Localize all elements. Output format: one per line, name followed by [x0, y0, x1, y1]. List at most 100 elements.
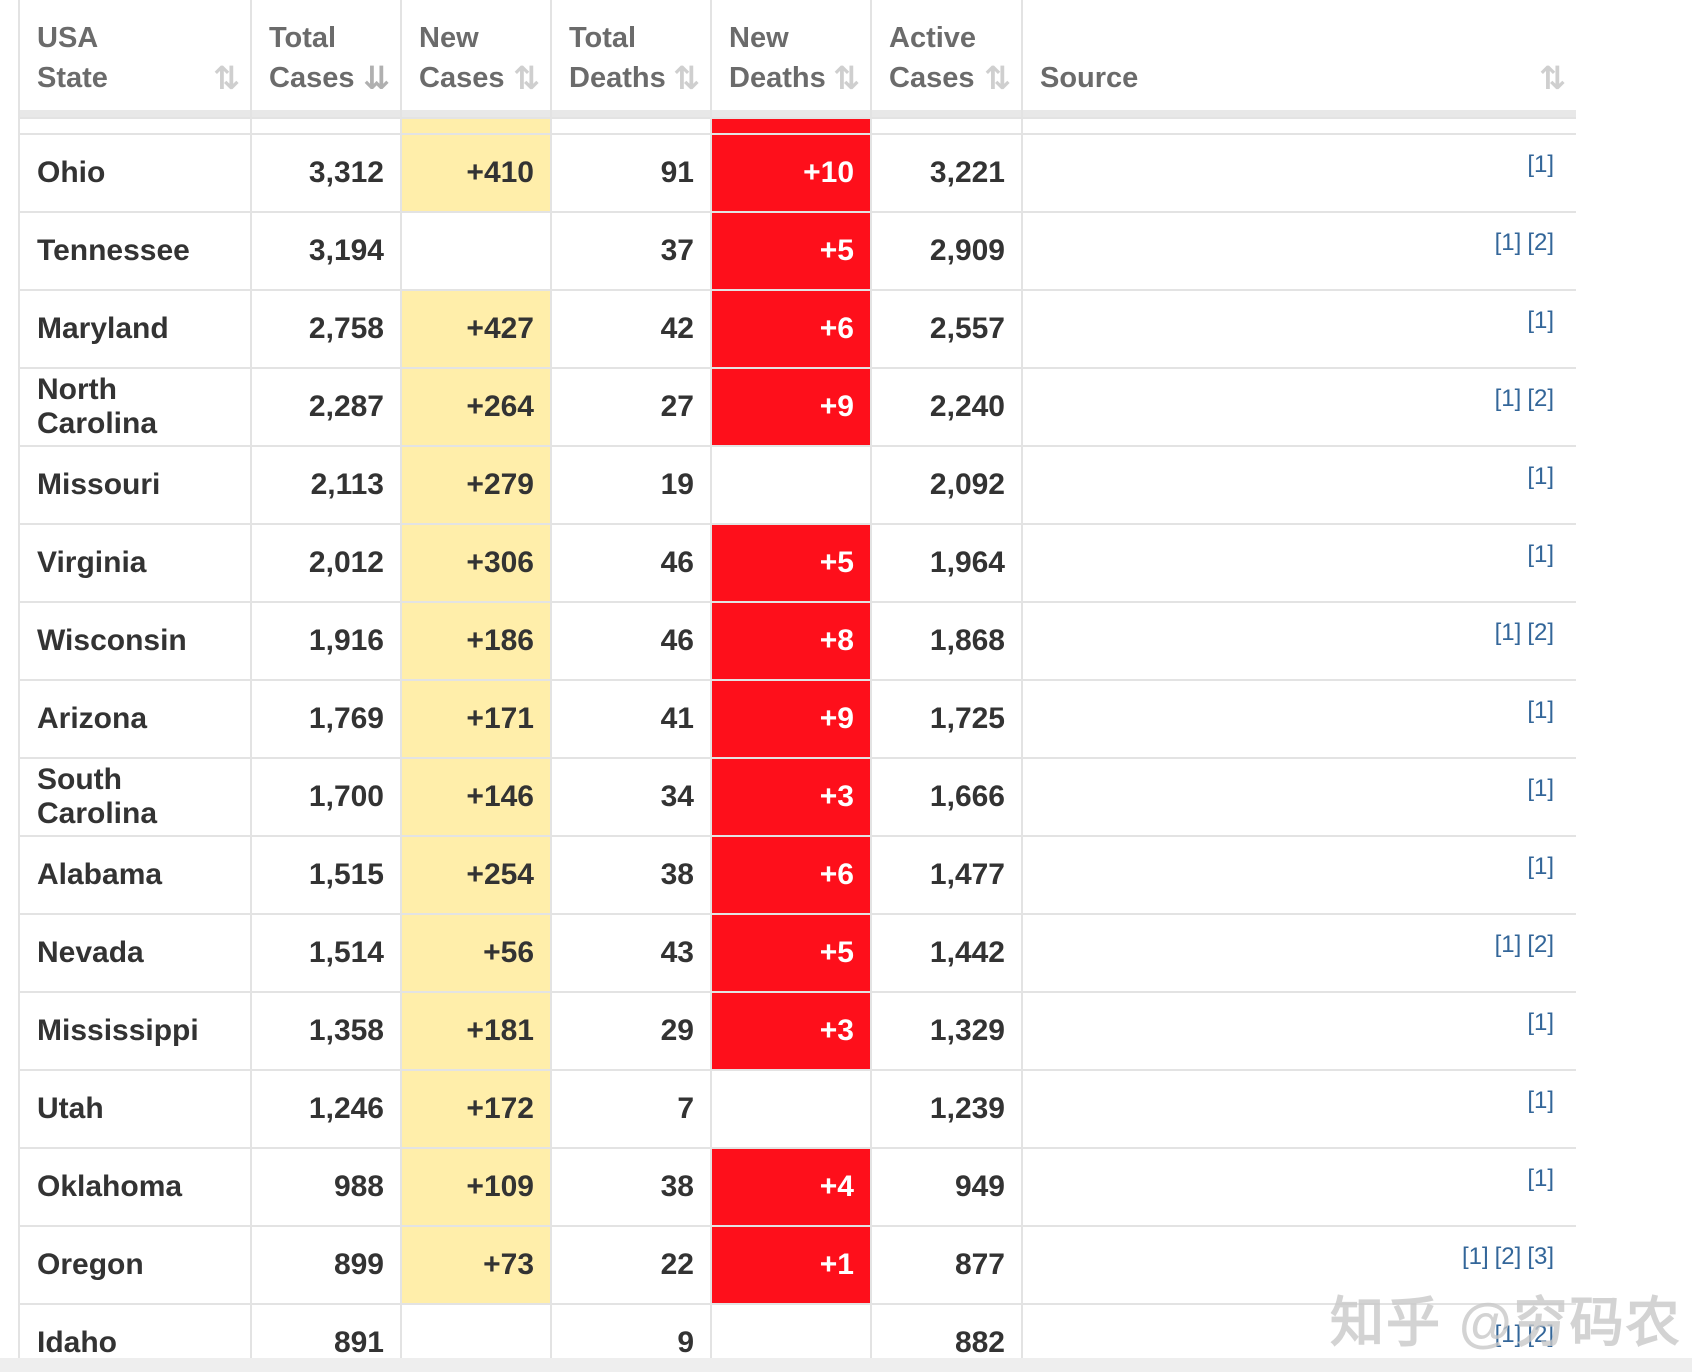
column-header-total-cases[interactable]: Total Cases ⇊ — [250, 0, 402, 118]
usa-states-table: USA State ⇅ Total Cases ⇊ New Cases ⇅ To… — [18, 0, 1576, 1358]
new-deaths-cell: +1 — [710, 1225, 872, 1305]
sort-icon[interactable]: ⇅ — [833, 60, 860, 96]
state-cell: Alabama — [18, 835, 252, 915]
source-cell: [1] [2] — [1021, 367, 1576, 447]
active-cases-cell: 2,240 — [870, 367, 1023, 447]
state-cell: Virginia — [18, 523, 252, 603]
source-link[interactable]: [1] — [1527, 463, 1554, 490]
state-cell: North Carolina — [18, 367, 252, 447]
active-cases-cell: 882 — [870, 1303, 1023, 1358]
column-header-state[interactable]: USA State ⇅ — [18, 0, 252, 118]
active-cases-cell: 2,909 — [870, 211, 1023, 291]
total-cases-cell: 3,194 — [250, 211, 402, 291]
source-link[interactable]: [1] — [1461, 1243, 1489, 1270]
column-header-new-cases[interactable]: New Cases ⇅ — [400, 0, 552, 118]
column-header-total-deaths[interactable]: Total Deaths ⇅ — [550, 0, 712, 118]
total-cases-cell: 2,287 — [250, 367, 402, 447]
table-row: Utah 1,246 +172 7 1,239 [1] — [18, 1069, 1576, 1149]
new-cases-cell: +56 — [400, 913, 552, 993]
source-link[interactable]: [1] — [1527, 853, 1554, 880]
total-deaths-cell: 22 — [550, 1225, 712, 1305]
new-deaths-cell: +3 — [710, 757, 872, 837]
state-cell: South Carolina — [18, 757, 252, 837]
total-cases-cell: 891 — [250, 1303, 402, 1358]
sort-descending-icon[interactable]: ⇊ — [363, 60, 390, 96]
source-link[interactable]: [1] — [1527, 1009, 1554, 1036]
table-row: Wisconsin 1,916 +186 46 +8 1,868 [1] [2] — [18, 601, 1576, 681]
source-link[interactable]: [1] — [1527, 307, 1554, 334]
total-cases-cell: 1,246 — [250, 1069, 402, 1149]
source-link[interactable]: [1] — [1527, 541, 1554, 568]
table-row: North Carolina 2,287 +264 27 +9 2,240 [1] [2] — [18, 367, 1576, 447]
table-row: Missouri 2,113 +279 19 2,092 [1] — [18, 445, 1576, 525]
state-cell: Wisconsin — [18, 601, 252, 681]
source-link[interactable]: [2] — [1494, 1243, 1522, 1270]
new-cases-cell: +109 — [400, 1147, 552, 1227]
total-deaths-cell: 29 — [550, 991, 712, 1071]
total-deaths-cell: 19 — [550, 445, 712, 525]
source-cell: [1] — [1021, 133, 1576, 213]
source-link[interactable]: [2] — [1527, 385, 1554, 412]
column-header-line2: Cases — [889, 62, 975, 94]
column-header-line2: Cases — [419, 62, 505, 94]
new-cases-cell: +410 — [400, 133, 552, 213]
source-cell: [1] [2] [3] — [1021, 1225, 1576, 1305]
sort-icon[interactable]: ⇅ — [673, 60, 700, 96]
active-cases-cell: 1,964 — [870, 523, 1023, 603]
new-deaths-cell: +9 — [710, 679, 872, 759]
new-cases-cell: +73 — [400, 1225, 552, 1305]
new-cases-cell: +146 — [400, 757, 552, 837]
source-link[interactable]: [2] — [1527, 1321, 1554, 1348]
source-cell: [1] — [1021, 679, 1576, 759]
column-header-source[interactable]: Source ⇅ — [1021, 0, 1576, 118]
table-row: Idaho 891 9 882 [1] [2] — [18, 1303, 1576, 1358]
new-cases-cell — [400, 1303, 552, 1358]
source-link[interactable]: [2] — [1527, 931, 1554, 958]
sort-icon[interactable]: ⇅ — [984, 60, 1011, 96]
source-link[interactable]: [1] — [1527, 697, 1554, 724]
state-cell: Tennessee — [18, 211, 252, 291]
sort-icon[interactable]: ⇅ — [513, 60, 540, 96]
new-deaths-cell: +5 — [710, 913, 872, 993]
table-row: South Carolina 1,700 +146 34 +3 1,666 [1] — [18, 757, 1576, 837]
source-link[interactable]: [3] — [1527, 1243, 1554, 1270]
source-link[interactable]: [1] — [1494, 619, 1522, 646]
source-link[interactable]: [1] — [1494, 229, 1522, 256]
source-cell: [1] — [1021, 445, 1576, 525]
total-cases-cell: 3,312 — [250, 133, 402, 213]
source-cell: [1] [2] — [1021, 211, 1576, 291]
new-cases-cell: +279 — [400, 445, 552, 525]
new-deaths-cell — [710, 1069, 872, 1149]
total-deaths-cell: 37 — [550, 211, 712, 291]
new-cases-cell — [400, 211, 552, 291]
column-header-active-cases[interactable]: Active Cases ⇅ — [870, 0, 1023, 118]
state-cell: Missouri — [18, 445, 252, 525]
sort-icon[interactable]: ⇅ — [1539, 60, 1566, 96]
source-link[interactable]: [1] — [1527, 151, 1554, 178]
total-deaths-cell: 41 — [550, 679, 712, 759]
sort-icon[interactable]: ⇅ — [213, 60, 240, 96]
source-cell: [1] [2] — [1021, 601, 1576, 681]
source-link[interactable]: [2] — [1527, 229, 1554, 256]
column-header-new-deaths[interactable]: New Deaths ⇅ — [710, 0, 872, 118]
source-link[interactable]: [2] — [1527, 619, 1554, 646]
total-cases-cell: 1,514 — [250, 913, 402, 993]
source-link[interactable]: [1] — [1494, 385, 1522, 412]
table-row: Nevada 1,514 +56 43 +5 1,442 [1] [2] — [18, 913, 1576, 993]
column-header-line1: New — [729, 22, 789, 54]
source-link[interactable]: [1] — [1527, 775, 1554, 802]
source-cell: [1] — [1021, 1147, 1576, 1227]
source-link[interactable]: [1] — [1494, 1321, 1522, 1348]
source-link[interactable]: [1] — [1494, 931, 1522, 958]
column-header-line1: Total — [569, 22, 637, 54]
total-cases-cell: 899 — [250, 1225, 402, 1305]
total-deaths-cell: 46 — [550, 601, 712, 681]
total-cases-cell: 2,758 — [250, 289, 402, 369]
source-cell: [1] — [1021, 835, 1576, 915]
table-row: Mississippi 1,358 +181 29 +3 1,329 [1] — [18, 991, 1576, 1071]
total-deaths-cell: 38 — [550, 1147, 712, 1227]
source-link[interactable]: [1] — [1527, 1087, 1554, 1114]
new-deaths-cell: +3 — [710, 991, 872, 1071]
source-link[interactable]: [1] — [1527, 1165, 1554, 1192]
active-cases-cell: 1,666 — [870, 757, 1023, 837]
